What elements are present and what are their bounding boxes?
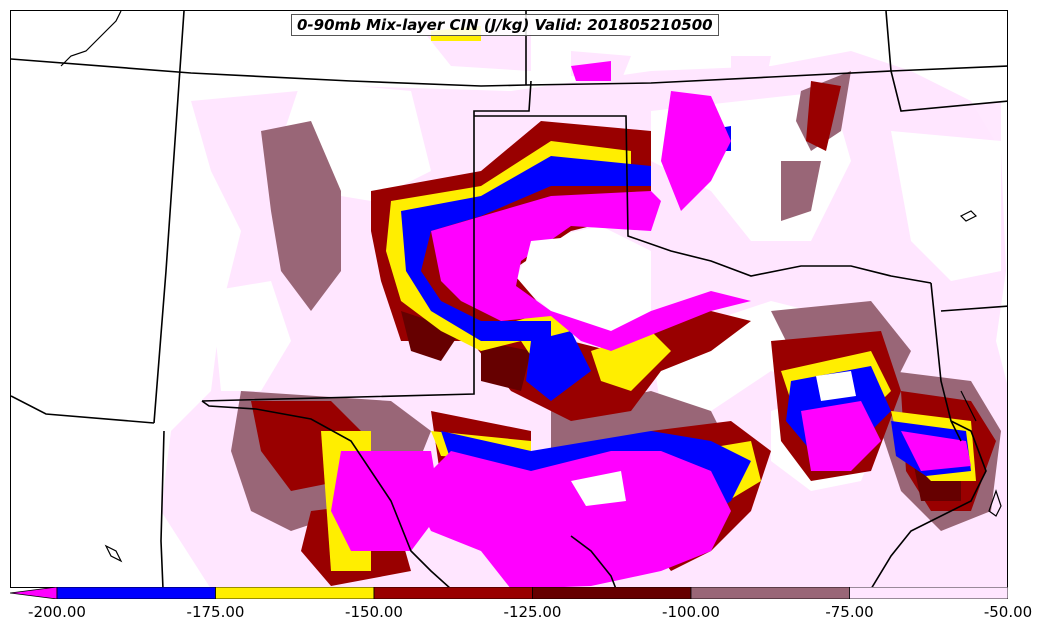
colorbar-tick-label: -75.00 (825, 603, 874, 621)
colorbar-extend-min (10, 587, 58, 599)
colorbar-tick-label: -200.00 (28, 603, 86, 621)
cin-field-map (11, 11, 1007, 587)
state-boundaries (11, 11, 1007, 587)
colorbar-tick-label: -150.00 (345, 603, 403, 621)
colorbar-bin (215, 587, 375, 599)
colorbar-bin (532, 587, 692, 599)
colorbar-tick-label: -175.00 (186, 603, 245, 621)
colorbar-tick-label: -100.00 (662, 603, 720, 621)
map-title: 0-90mb Mix-layer CIN (J/kg) Valid: 20180… (291, 14, 719, 36)
colorbar-tick-label: -50.00 (983, 603, 1033, 621)
map-panel (10, 10, 1008, 588)
cin-fill-lt200 (331, 61, 971, 587)
coastline (60, 11, 1002, 563)
colorbar-tick-label: -125.00 (503, 603, 562, 621)
colorbar-bin (849, 587, 1008, 599)
colorbar-bin (690, 587, 850, 599)
colorbar-bin (373, 587, 533, 599)
colorbar (10, 587, 1008, 599)
cin-clear-interior (521, 236, 856, 506)
colorbar-bin (56, 587, 216, 599)
